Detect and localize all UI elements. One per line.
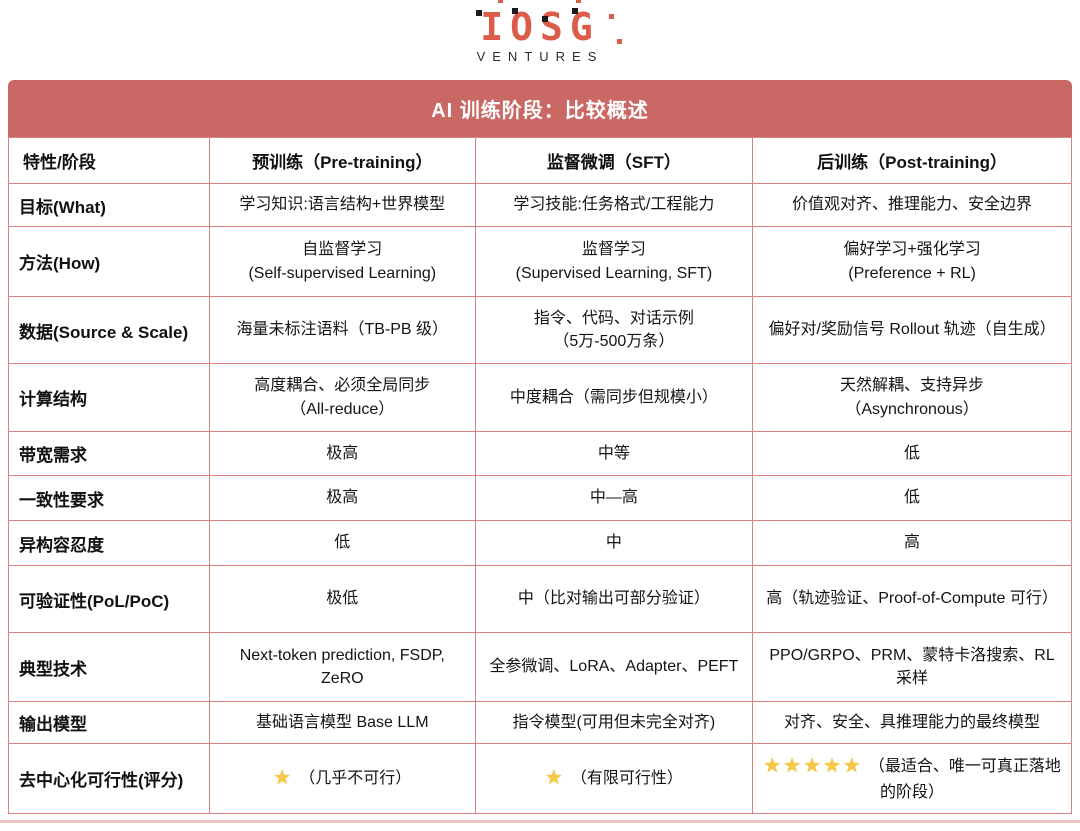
logo-iosg-wordmark: IOSG (476, 0, 622, 49)
table-cell: 中度耦合（需同步但规模小） (474, 363, 754, 432)
logo-pixel-dot (616, 39, 622, 44)
table-row-data: 数据(Source & Scale) 海量未标注语料（TB-PB 级） 指令、代… (8, 296, 1072, 364)
table-cell: PPO/GRPO、PRM、蒙特卡洛搜索、RL 采样 (752, 632, 1072, 702)
table-row-decentralization-score: 去中心化可行性(评分) ★ （几乎不可行） ★ （有限可行性） ★★★★★ （最适合、… (8, 743, 1072, 814)
column-header-pretraining: 预训练（Pre-training） (208, 137, 476, 184)
table-cell-rating: ★★★★★ （最适合、唯一可真正落地的阶段） (752, 743, 1072, 814)
column-header-posttraining: 后训练（Post-training） (752, 137, 1072, 184)
row-label: 输出模型 (8, 701, 210, 744)
table-cell: 低 (752, 431, 1072, 476)
row-label: 一致性要求 (8, 475, 210, 521)
table-row-compute-structure: 计算结构 高度耦合、必须全局同步 （All-reduce） 中度耦合（需同步但规… (8, 363, 1072, 432)
bottom-divider (0, 820, 1080, 823)
table-cell: 偏好学习+强化学习 (Preference + RL) (752, 226, 1072, 297)
table-cell: 价值观对齐、推理能力、安全边界 (752, 183, 1072, 227)
row-label: 计算结构 (8, 363, 210, 432)
table-cell: 指令模型(可用但未完全对齐) (474, 701, 754, 744)
logo-text: IOSG (480, 5, 600, 49)
row-label: 典型技术 (8, 632, 210, 702)
table-row-goal: 目标(What) 学习知识:语言结构+世界模型 学习技能:任务格式/工程能力 价… (8, 183, 1072, 227)
table-cell: 低 (752, 475, 1072, 521)
table-cell: 学习技能:任务格式/工程能力 (474, 183, 754, 227)
row-label: 去中心化可行性(评分) (8, 743, 210, 814)
star-rating: ★ (273, 767, 294, 789)
table-cell-rating: ★ （几乎不可行） (208, 743, 476, 814)
logo-pixel-dot (498, 0, 504, 3)
row-label: 数据(Source & Scale) (8, 296, 210, 364)
table-cell: 极高 (208, 431, 476, 476)
table-row-bandwidth: 带宽需求 极高 中等 低 (8, 431, 1072, 476)
logo-pixel-dot (512, 8, 519, 14)
page-title: AI 训练阶段：比较概述 (431, 100, 649, 122)
row-label: 异构容忍度 (8, 520, 210, 566)
table-cell: 基础语言模型 Base LLM (208, 701, 476, 744)
row-label: 带宽需求 (8, 431, 210, 476)
rating-note: （几乎不可行） (299, 770, 412, 787)
table-cell: Next-token prediction, FSDP, ZeRO (208, 632, 476, 702)
logo-pixel-dot (542, 16, 549, 22)
table-cell: 低 (208, 520, 476, 566)
table-cell-rating: ★ （有限可行性） (474, 743, 754, 814)
star-rating: ★ (544, 767, 565, 789)
table-row-verifiability: 可验证性(PoL/PoC) 极低 中（比对输出可部分验证） 高（轨迹验证、Pro… (8, 565, 1072, 633)
comparison-table: 特性/阶段 预训练（Pre-training） 监督微调（SFT） 后训练（Po… (8, 137, 1072, 814)
table-cell: 高（轨迹验证、Proof-of-Compute 可行） (752, 565, 1072, 633)
table-cell: 高 (752, 520, 1072, 566)
table-cell: 学习知识:语言结构+世界模型 (208, 183, 476, 227)
star-rating: ★★★★★ (763, 755, 863, 778)
column-header-feature: 特性/阶段 (8, 137, 210, 184)
table-cell: 天然解耦、支持异步 （Asynchronous） (752, 363, 1072, 432)
table-row-consistency: 一致性要求 极高 中—高 低 (8, 475, 1072, 521)
table-row-method: 方法(How) 自监督学习 (Self-supervised Learning)… (8, 226, 1072, 297)
column-header-sft: 监督微调（SFT） (474, 137, 754, 184)
table-cell: 对齐、安全、具推理能力的最终模型 (752, 701, 1072, 744)
table-cell: 中等 (474, 431, 754, 476)
rating-note: （有限可行性） (570, 770, 683, 787)
table-cell: 监督学习 (Supervised Learning, SFT) (474, 226, 754, 297)
table-row-heterogeneity: 异构容忍度 低 中 高 (8, 520, 1072, 566)
row-label: 可验证性(PoL/PoC) (8, 565, 210, 633)
logo-pixel-dot (476, 10, 483, 16)
table-cell: 中—高 (474, 475, 754, 521)
table-cell: 偏好对/奖励信号 Rollout 轨迹（自生成） (752, 296, 1072, 364)
table-row-typical-tech: 典型技术 Next-token prediction, FSDP, ZeRO 全… (8, 632, 1072, 702)
logo-pixel-dot (572, 8, 579, 14)
header-row: 特性/阶段 预训练（Pre-training） 监督微调（SFT） 后训练（Po… (8, 137, 1072, 184)
table-cell: 中（比对输出可部分验证） (474, 565, 754, 633)
table-cell: 自监督学习 (Self-supervised Learning) (208, 226, 476, 297)
row-label: 目标(What) (8, 183, 210, 227)
logo: IOSG VENTURES (0, 0, 1080, 80)
table-cell: 中 (474, 520, 754, 566)
table-cell: 高度耦合、必须全局同步 （All-reduce） (208, 363, 476, 432)
row-label: 方法(How) (8, 226, 210, 297)
table-cell: 极低 (208, 565, 476, 633)
table-title-banner: AI 训练阶段：比较概述 (8, 80, 1072, 137)
logo-pixel-dot (608, 14, 614, 19)
logo-pixel-dot (576, 0, 582, 3)
table-cell: 极高 (208, 475, 476, 521)
table-row-output-model: 输出模型 基础语言模型 Base LLM 指令模型(可用但未完全对齐) 对齐、安… (8, 701, 1072, 744)
table-cell: 指令、代码、对话示例 （5万-500万条） (474, 296, 754, 364)
logo-subtitle: VENTURES (476, 49, 604, 64)
table-cell: 全参微调、LoRA、Adapter、PEFT (474, 632, 754, 702)
rating-note: （最适合、唯一可真正落地的阶段） (868, 758, 1061, 802)
table-cell: 海量未标注语料（TB-PB 级） (208, 296, 476, 364)
